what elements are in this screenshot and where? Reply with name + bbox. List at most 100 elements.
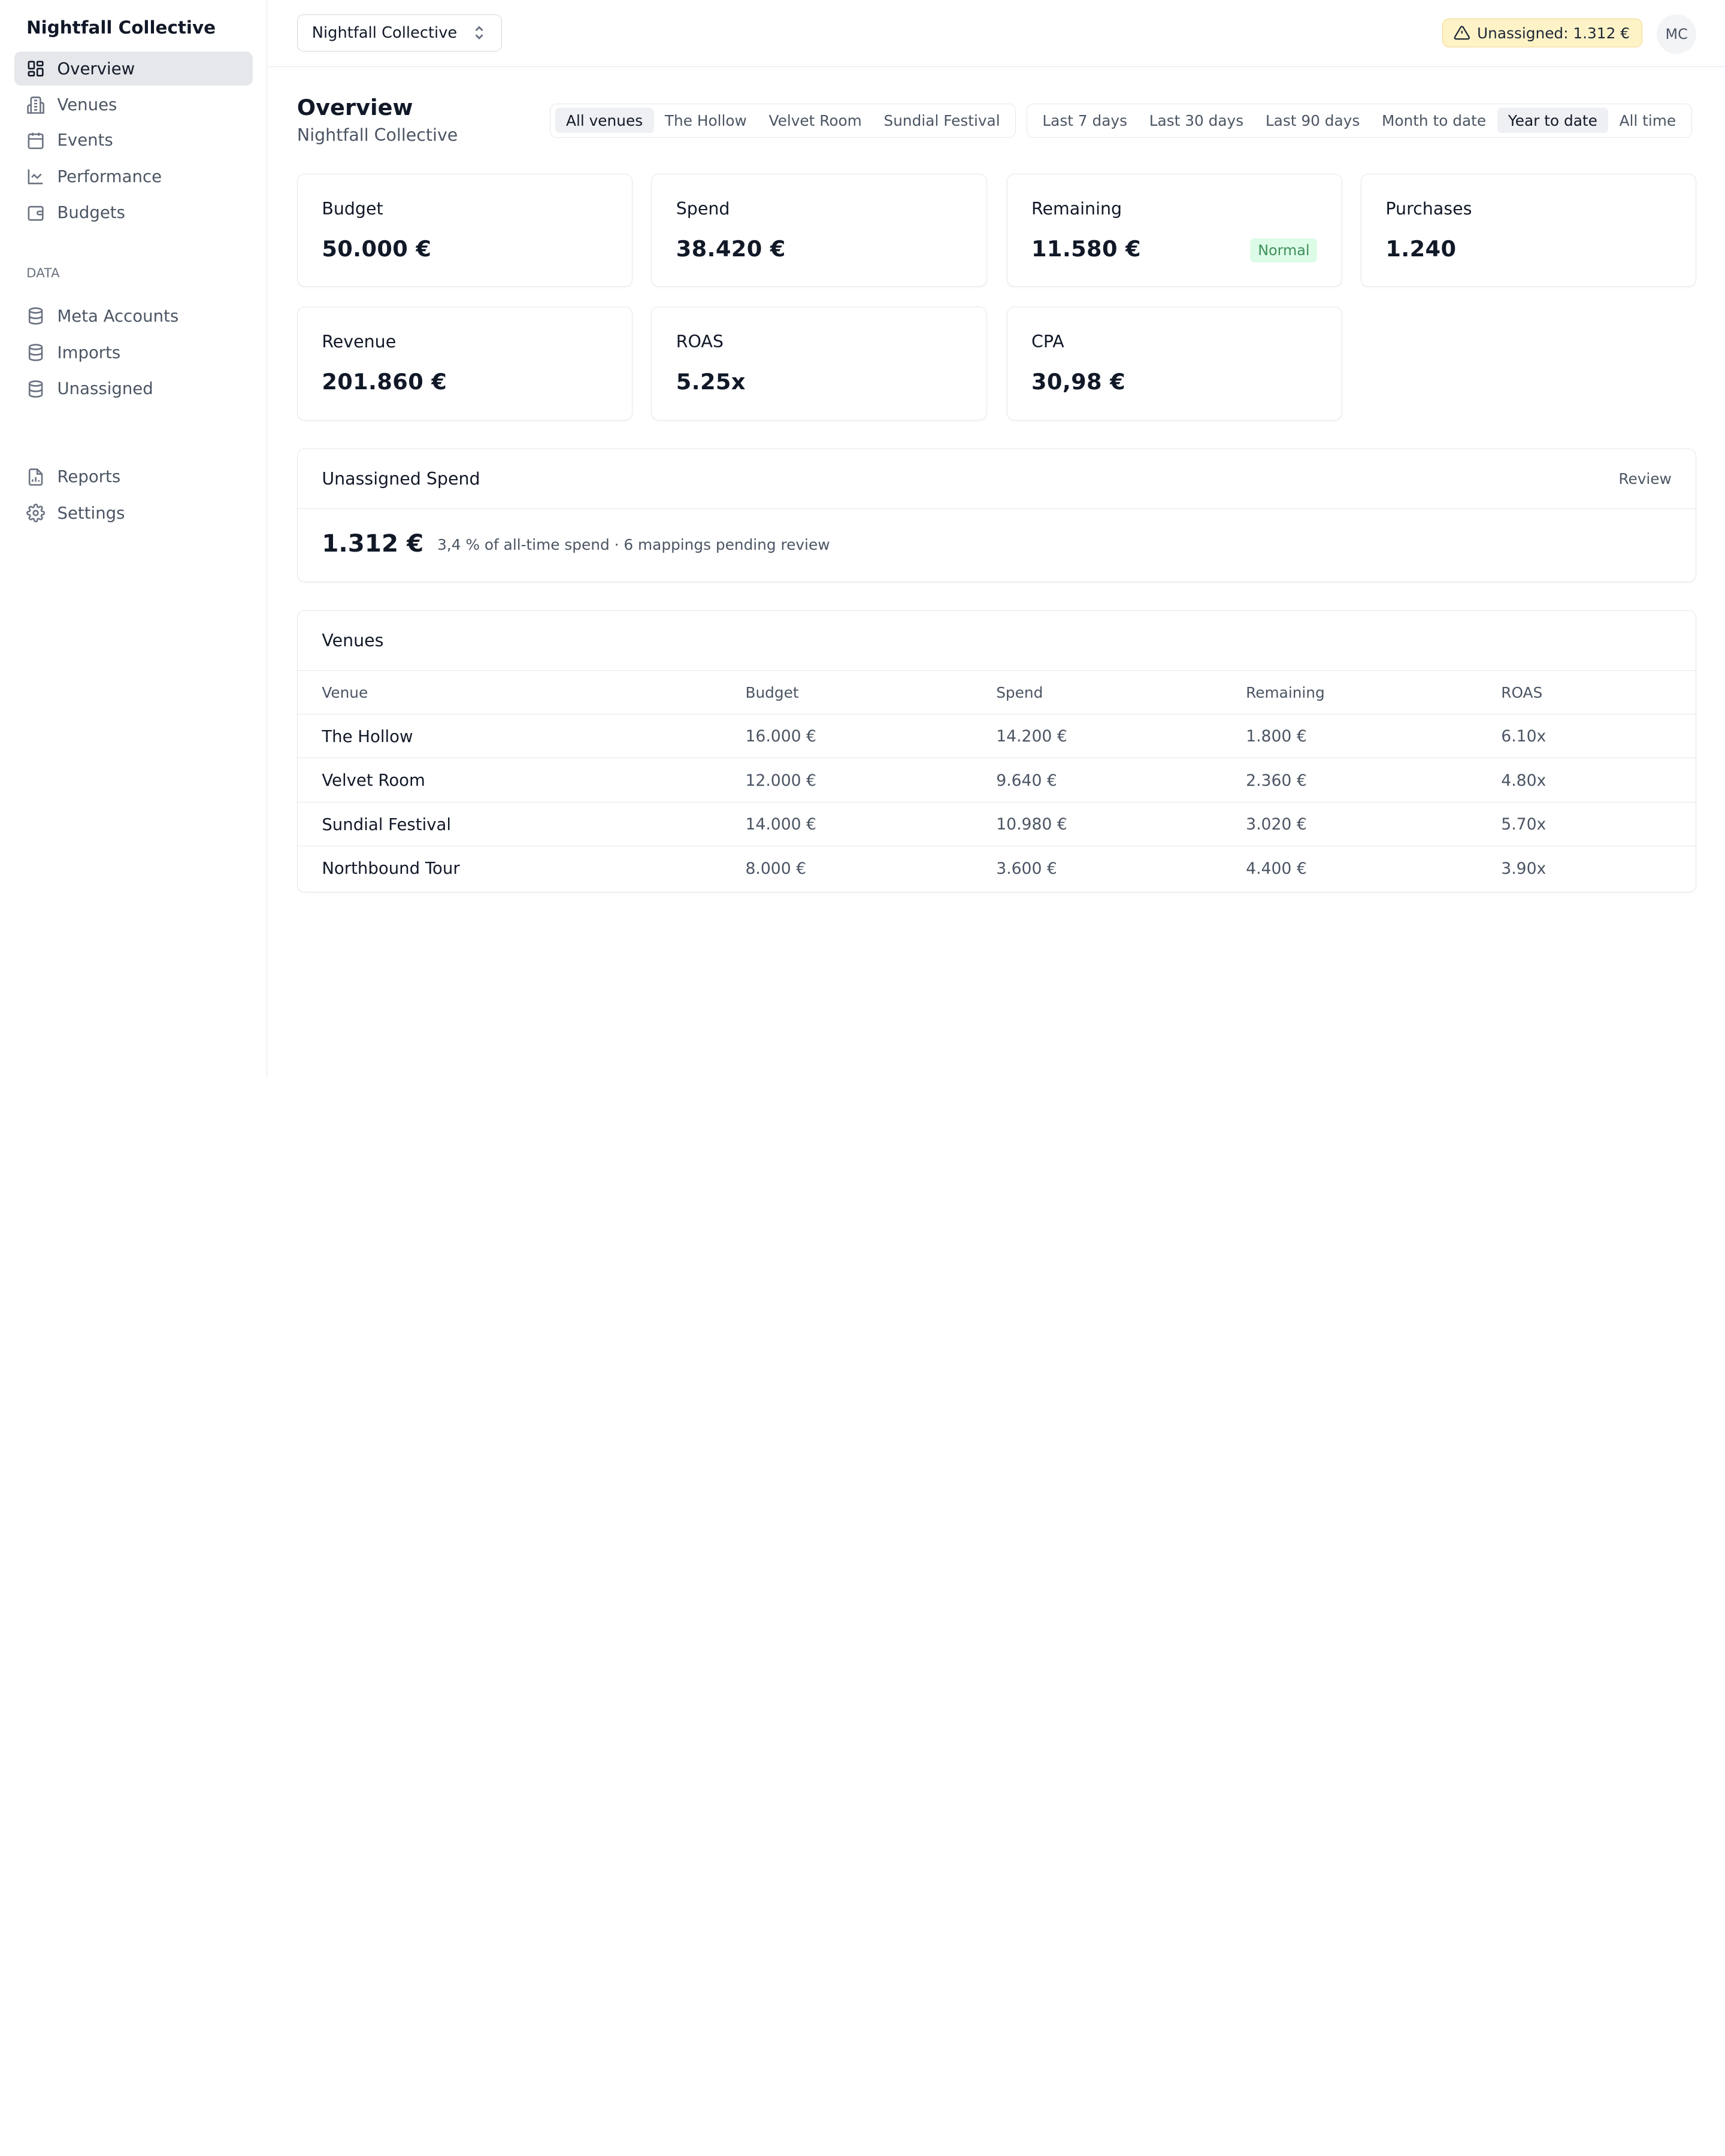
sidebar-item-settings[interactable]: Settings	[14, 496, 253, 530]
sidebar-item-label: Reports	[57, 467, 121, 487]
kpi-value: 30,98 €	[1031, 369, 1126, 395]
kpi-value: 201.860 €	[322, 369, 447, 395]
dashboard-icon	[28, 60, 44, 77]
building-icon	[27, 96, 44, 114]
sidebar-item-venues[interactable]: Venues	[14, 88, 253, 122]
database-icon	[28, 307, 43, 325]
database-icon	[28, 344, 43, 361]
report-icon	[28, 468, 43, 486]
chevron-up-down-icon	[475, 25, 483, 40]
spend-cell: 3.600 €	[996, 859, 1057, 878]
kpi-card-spend: Spend 38.420 €	[651, 174, 987, 287]
table-row[interactable]: The Hollow 16.000 € 14.200 € 1.800 € 6.1…	[297, 714, 1696, 759]
database-icon	[28, 380, 43, 398]
date-filter-last-7-days[interactable]: Last 7 days	[1042, 111, 1127, 129]
column-header-venue[interactable]: Venue	[322, 683, 368, 701]
kpi-label: Revenue	[322, 331, 397, 352]
date-filter-year-to-date[interactable]: Year to date	[1497, 107, 1609, 134]
kpi-label: Purchases	[1385, 198, 1472, 219]
unassigned-alert-badge[interactable]: Unassigned: 1.312 €	[1442, 19, 1643, 47]
spend-cell: 14.200 €	[996, 727, 1067, 746]
remaining-cell: 2.360 €	[1246, 771, 1307, 790]
calendar-icon	[28, 132, 44, 149]
spend-cell: 10.980 €	[996, 815, 1067, 834]
sidebar-item-performance[interactable]: Performance	[14, 159, 253, 193]
table-row[interactable]: Northbound Tour 8.000 € 3.600 € 4.400 € …	[298, 846, 1696, 890]
roas-cell: 4.80x	[1501, 771, 1547, 790]
roas-cell: 3.90x	[1501, 859, 1547, 878]
sidebar-item-label: Settings	[57, 503, 125, 523]
table-row[interactable]: Velvet Room 12.000 € 9.640 € 2.360 € 4.8…	[297, 758, 1696, 803]
warning-icon	[1454, 26, 1470, 40]
date-filter-last-30-days[interactable]: Last 30 days	[1149, 111, 1244, 129]
org-select-value: Nightfall Collective	[311, 24, 458, 43]
line-chart-icon	[28, 169, 43, 184]
venue-filter-the-hollow[interactable]: The Hollow	[664, 111, 747, 129]
column-header-roas[interactable]: ROAS	[1501, 683, 1543, 701]
sidebar-item-imports[interactable]: Imports	[14, 335, 253, 370]
budget-cell: 8.000 €	[745, 859, 807, 878]
sidebar-item-reports[interactable]: Reports	[14, 460, 253, 494]
unassigned-alert-text: Unassigned: 1.312 €	[1477, 24, 1630, 42]
review-link[interactable]: Review	[1618, 470, 1672, 488]
table-header-row: Venue Budget Spend Remaining ROAS	[297, 671, 1696, 714]
wallet-icon	[28, 205, 44, 221]
panel-header: Unassigned Spend Review	[297, 449, 1696, 509]
sidebar-item-label: Performance	[57, 166, 162, 186]
kpi-label: Budget	[322, 198, 383, 219]
kpi-label: CPA	[1031, 331, 1064, 352]
kpi-value: 5.25x	[676, 369, 746, 395]
unassigned-amount: 1.312 €	[322, 528, 424, 558]
kpi-card-revenue: Revenue 201.860 €	[296, 307, 633, 420]
sidebar-item-events[interactable]: Events	[14, 123, 253, 158]
panel-header: Venues	[297, 611, 1696, 671]
kpi-label: ROAS	[676, 331, 724, 352]
kpi-label: Remaining	[1031, 198, 1122, 219]
remaining-cell: 4.400 €	[1246, 859, 1307, 878]
venue-filter-velvet-room[interactable]: Velvet Room	[768, 111, 862, 129]
remaining-cell: 1.800 €	[1246, 727, 1307, 746]
kpi-value: 1.240	[1385, 236, 1457, 262]
kpi-card-roas: ROAS 5.25x	[651, 307, 987, 420]
sidebar-item-budgets[interactable]: Budgets	[14, 196, 253, 230]
org-select[interactable]: Nightfall Collective	[296, 14, 502, 52]
column-header-remaining[interactable]: Remaining	[1246, 683, 1325, 701]
panel-title: Unassigned Spend	[322, 469, 480, 489]
date-filter-last-90-days[interactable]: Last 90 days	[1265, 111, 1360, 129]
top-header: Nightfall Collective Unassigned: 1.312 €…	[267, 0, 1725, 68]
date-range-filter: Last 7 days Last 30 days Last 90 days Mo…	[1026, 103, 1692, 138]
unassigned-spend-panel: Unassigned Spend Review 1.312 € 3,4 % of…	[296, 449, 1697, 582]
sidebar-item-label: Venues	[57, 95, 117, 115]
date-filter-all-time[interactable]: All time	[1619, 111, 1676, 129]
sidebar-item-unassigned[interactable]: Unassigned	[14, 372, 253, 406]
sidebar-item-label: Meta Accounts	[57, 307, 179, 326]
column-header-budget[interactable]: Budget	[745, 683, 799, 701]
spend-cell: 9.640 €	[996, 771, 1057, 790]
roas-cell: 6.10x	[1501, 727, 1547, 746]
sidebar-item-overview[interactable]: Overview	[14, 52, 253, 86]
kpi-value: 50.000 €	[322, 236, 432, 262]
venue-filter-all-venues[interactable]: All venues	[555, 107, 654, 134]
sidebar-item-label: Events	[57, 131, 113, 150]
remaining-cell: 3.020 €	[1246, 815, 1307, 834]
date-filter-month-to-date[interactable]: Month to date	[1381, 111, 1487, 129]
venue-filter-sundial-festival[interactable]: Sundial Festival	[883, 111, 1000, 129]
sidebar-item-label: Budgets	[57, 203, 125, 223]
kpi-label: Spend	[676, 198, 730, 219]
venue-filter: All venues The Hollow Velvet Room Sundia…	[550, 103, 1016, 138]
budget-cell: 16.000 €	[745, 727, 817, 746]
user-avatar[interactable]: MC	[1657, 14, 1697, 54]
column-header-spend[interactable]: Spend	[996, 683, 1043, 701]
gear-icon	[26, 504, 46, 523]
venue-name-cell: The Hollow	[322, 726, 413, 746]
roas-cell: 5.70x	[1501, 815, 1547, 834]
sidebar-item-meta-accounts[interactable]: Meta Accounts	[14, 299, 253, 334]
brand-name: Nightfall Collective	[26, 17, 216, 38]
venue-name-cell: Northbound Tour	[322, 859, 460, 879]
kpi-card-purchases: Purchases 1.240	[1360, 174, 1697, 287]
kpi-card-budget: Budget 50.000 €	[296, 174, 633, 287]
page-title: Overview	[296, 94, 413, 120]
kpi-value: 38.420 €	[676, 236, 786, 262]
budget-cell: 14.000 €	[745, 815, 817, 834]
table-row[interactable]: Sundial Festival 14.000 € 10.980 € 3.020…	[297, 803, 1696, 847]
